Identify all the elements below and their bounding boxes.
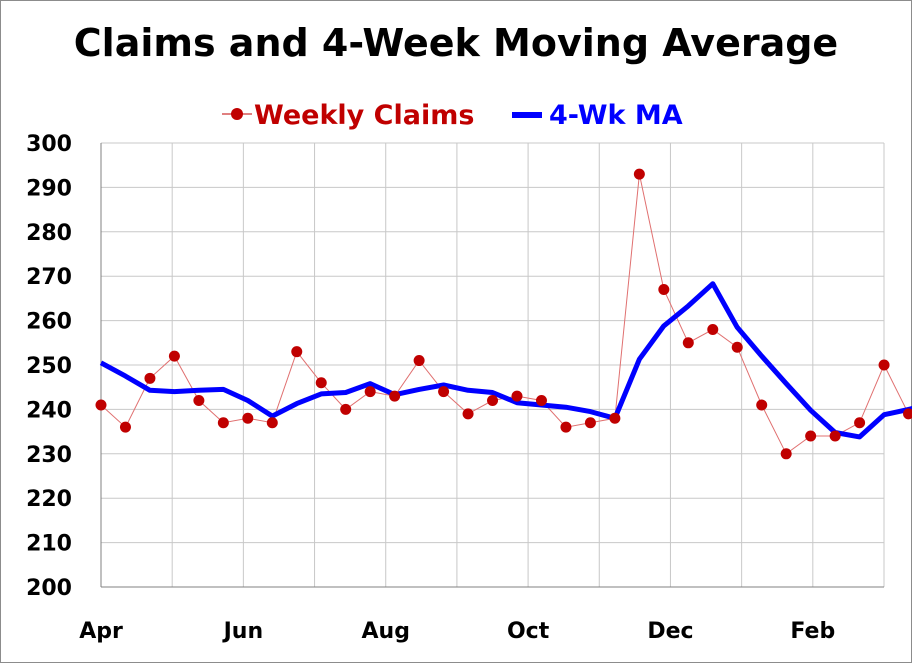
y-tick-label: 280 bbox=[26, 221, 72, 246]
weekly-claims-point bbox=[756, 399, 768, 411]
x-tick-label: Apr bbox=[79, 619, 123, 644]
weekly-claims-point bbox=[658, 284, 670, 296]
weekly-claims-point bbox=[584, 417, 596, 429]
x-tick-label: Oct bbox=[507, 619, 550, 644]
weekly-claims-point bbox=[438, 386, 450, 398]
legend-4wk-ma-label: 4-Wk MA bbox=[549, 100, 683, 131]
weekly-claims-point bbox=[340, 403, 352, 415]
legend-weekly-claims-label: Weekly Claims bbox=[254, 100, 474, 131]
x-tick-label: Aug bbox=[362, 619, 410, 644]
weekly-claims-line bbox=[100, 173, 912, 455]
weekly-claims-point bbox=[266, 417, 278, 429]
x-tick-label: Jun bbox=[222, 619, 264, 644]
weekly-claims-point bbox=[242, 412, 254, 424]
legend-weekly-claims-marker bbox=[231, 108, 243, 120]
x-tick-label: Dec bbox=[647, 619, 693, 644]
weekly-claims-point bbox=[144, 372, 156, 384]
weekly-claims-point bbox=[829, 430, 841, 442]
legend: Weekly Claims 4-Wk MA bbox=[222, 100, 683, 131]
weekly-claims-point bbox=[609, 412, 621, 424]
weekly-claims-point bbox=[364, 386, 376, 398]
y-tick-label: 300 bbox=[26, 132, 72, 157]
weekly-claims-point bbox=[682, 337, 694, 349]
y-axis-ticks: 200 210 220 230 240 250 260 270 280 290 300 bbox=[26, 132, 72, 601]
y-tick-label: 220 bbox=[26, 487, 72, 512]
weekly-claims-point bbox=[193, 395, 205, 407]
moving-average-line bbox=[99, 281, 912, 440]
weekly-claims-point bbox=[168, 350, 180, 362]
weekly-claims-point bbox=[854, 417, 866, 429]
weekly-claims-point bbox=[633, 168, 645, 180]
y-tick-label: 290 bbox=[26, 176, 72, 201]
weekly-claims-point bbox=[805, 430, 817, 442]
weekly-claims-point bbox=[780, 448, 792, 460]
y-tick-label: 270 bbox=[26, 265, 72, 290]
y-tick-label: 260 bbox=[26, 310, 72, 335]
weekly-claims-point bbox=[217, 417, 229, 429]
y-tick-label: 210 bbox=[26, 532, 72, 557]
x-tick-label: Feb bbox=[790, 619, 835, 644]
weekly-claims-point bbox=[291, 346, 303, 358]
y-tick-label: 240 bbox=[26, 398, 72, 423]
weekly-claims-point bbox=[389, 390, 401, 402]
weekly-claims-point bbox=[462, 408, 474, 420]
weekly-claims-point bbox=[878, 359, 890, 371]
weekly-claims-point bbox=[315, 377, 327, 389]
chart-title: Claims and 4-Week Moving Average bbox=[74, 21, 838, 65]
weekly-claims-point bbox=[535, 395, 547, 407]
weekly-claims-point bbox=[413, 355, 425, 367]
y-tick-label: 200 bbox=[26, 576, 72, 601]
weekly-claims-point bbox=[731, 341, 743, 353]
weekly-claims-point bbox=[95, 399, 107, 411]
y-tick-label: 250 bbox=[26, 354, 72, 379]
weekly-claims-point bbox=[511, 390, 523, 402]
weekly-claims-point bbox=[487, 395, 499, 407]
x-axis-ticks: AprJunAugOctDecFebApr bbox=[79, 619, 835, 644]
weekly-claims-point bbox=[119, 421, 131, 433]
series-layer bbox=[95, 168, 912, 460]
weekly-claims-point bbox=[903, 408, 912, 420]
weekly-claims-point bbox=[560, 421, 572, 433]
weekly-claims-point bbox=[707, 323, 719, 335]
y-tick-label: 230 bbox=[26, 443, 72, 468]
